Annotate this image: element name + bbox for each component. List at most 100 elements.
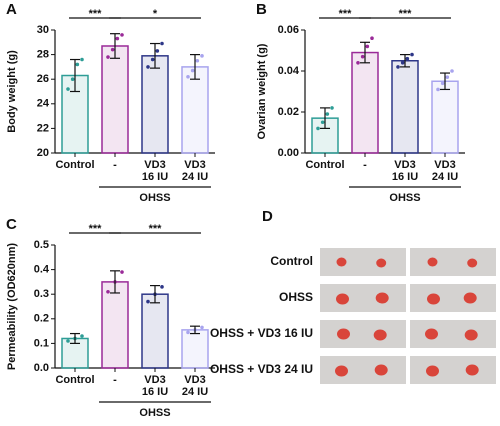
data-point <box>106 55 110 59</box>
photo-label: OHSS <box>279 290 313 304</box>
y-tick-label: 0.3 <box>34 288 49 300</box>
data-point <box>316 126 320 131</box>
y-tick-label: 0.4 <box>34 264 50 276</box>
data-point <box>370 36 374 40</box>
ovary-image <box>337 328 350 340</box>
x-tick-label: 24 IU <box>182 171 208 183</box>
ovary-image <box>336 293 349 305</box>
data-point <box>106 289 110 294</box>
data-point <box>450 69 454 73</box>
data-point <box>146 299 150 304</box>
x-tick-label: 24 IU <box>432 171 458 183</box>
data-point <box>75 62 80 67</box>
data-point <box>150 57 155 62</box>
data-point <box>190 68 195 73</box>
photo <box>410 356 496 384</box>
y-tick-label: 24 <box>37 98 50 110</box>
significance-label: *** <box>399 8 413 20</box>
data-point <box>200 54 204 58</box>
panel-label: A <box>6 1 17 18</box>
significance-label: * <box>153 8 158 20</box>
y-tick-label: 0.00 <box>278 147 299 159</box>
y-tick-label: 0.02 <box>278 106 299 118</box>
bar <box>431 80 459 154</box>
photo <box>410 320 496 348</box>
group-label: OHSS <box>389 192 420 204</box>
significance-label: *** <box>339 8 353 20</box>
ovary-image <box>467 258 478 268</box>
data-point <box>200 325 204 330</box>
data-point <box>66 339 70 343</box>
data-point <box>80 57 84 62</box>
significance-label: *** <box>89 223 103 235</box>
ovary-image <box>376 258 387 268</box>
bar <box>181 66 209 154</box>
y-tick-label: 0.04 <box>278 65 300 77</box>
photo-label: Control <box>270 254 313 268</box>
y-tick-label: 20 <box>37 147 49 159</box>
data-point <box>155 49 160 53</box>
ovary-image <box>427 293 440 305</box>
data-point <box>195 58 200 63</box>
data-point <box>445 75 450 79</box>
x-tick-label: Control <box>55 159 94 171</box>
x-tick-label: Control <box>305 159 344 171</box>
data-point <box>160 41 164 46</box>
ovary-image <box>463 292 477 304</box>
ovary-image <box>373 329 387 341</box>
x-tick-label: VD3 <box>184 159 205 171</box>
x-tick-label: VD3 <box>434 159 455 171</box>
photo <box>410 248 496 276</box>
ovary-image <box>374 364 388 376</box>
data-point <box>410 52 414 57</box>
data-point <box>360 54 365 59</box>
x-tick-label: VD3 <box>184 374 205 386</box>
photo-panel: D <box>262 208 273 225</box>
data-point <box>146 65 150 69</box>
data-point <box>160 285 164 289</box>
x-tick-label: - <box>113 374 117 386</box>
data-point <box>440 81 445 86</box>
y-tick-label: 0.2 <box>34 313 49 325</box>
data-point <box>110 47 115 52</box>
data-point <box>436 87 440 92</box>
x-tick-label: VD3 <box>144 374 165 386</box>
photo <box>320 356 406 384</box>
x-tick-label: 16 IU <box>392 171 418 183</box>
ovary-image <box>375 292 389 304</box>
bar <box>391 60 419 154</box>
data-point <box>396 65 400 69</box>
bar <box>101 281 129 369</box>
bar <box>101 45 129 154</box>
data-point <box>70 77 75 81</box>
ovary-image <box>464 329 478 341</box>
y-axis-label: Ovarian weight (g) <box>256 43 268 139</box>
x-tick-label: 24 IU <box>182 386 208 398</box>
photo <box>410 284 496 312</box>
y-tick-label: 0.06 <box>278 24 299 36</box>
panel-label: C <box>6 216 17 233</box>
photo-label: OHSS + VD3 16 IU <box>210 326 313 340</box>
data-point <box>325 112 330 116</box>
significance-label: *** <box>89 8 103 20</box>
y-tick-label: 0.0 <box>34 362 49 374</box>
x-tick-label: VD3 <box>394 159 415 171</box>
y-axis-label: Body weight (g) <box>6 50 18 133</box>
x-tick-label: - <box>363 159 367 171</box>
data-point <box>356 61 360 65</box>
ovary-image <box>425 328 438 340</box>
data-point <box>80 334 84 338</box>
ovary-image <box>427 257 438 267</box>
y-tick-label: 0.1 <box>34 337 49 349</box>
data-point <box>320 120 325 125</box>
panel-label: D <box>262 208 273 225</box>
y-tick-label: 26 <box>37 73 49 85</box>
ovary-image <box>335 365 348 377</box>
group-label: OHSS <box>139 192 170 204</box>
y-axis-label: Permeability (OD620nm) <box>6 243 18 370</box>
bar <box>141 293 169 369</box>
data-point <box>66 87 70 91</box>
data-point <box>115 36 120 41</box>
ovary-image <box>426 365 439 377</box>
